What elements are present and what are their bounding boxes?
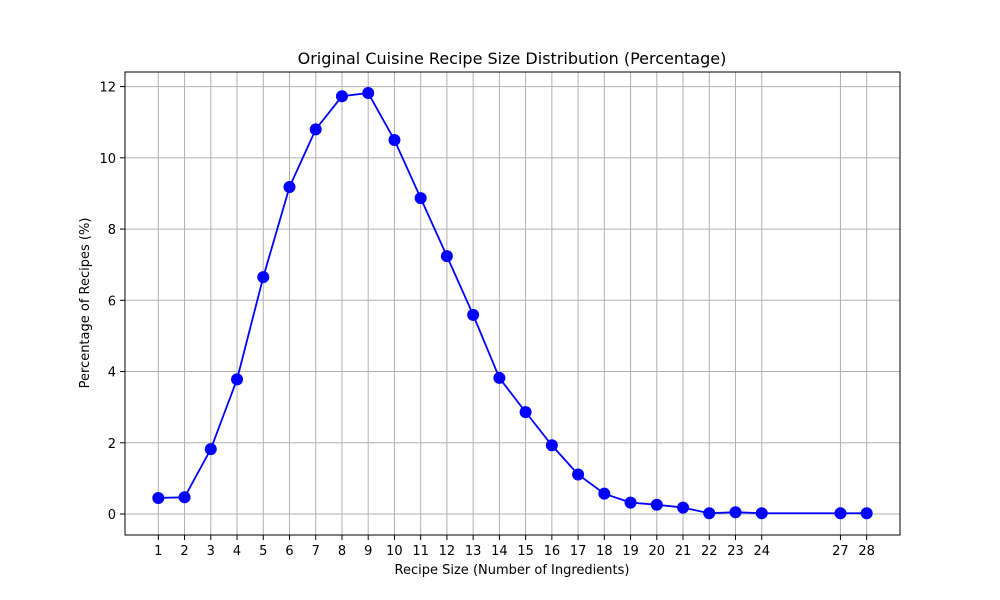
data-point [545, 439, 558, 452]
x-tick-label: 20 [649, 544, 666, 559]
x-tick-label: 10 [386, 544, 403, 559]
y-tick-label: 12 [99, 81, 116, 96]
data-point [860, 507, 873, 520]
data-point [388, 134, 401, 147]
y-tick-label: 10 [99, 152, 116, 167]
data-point [598, 487, 611, 500]
data-point [493, 371, 506, 384]
x-tick-label: 13 [465, 544, 482, 559]
x-tick-label: 6 [285, 544, 293, 559]
y-axis-ticks: 0 2 4 6 8 10 12 [99, 81, 125, 523]
y-axis-label: Percentage of Recipes (%) [78, 218, 93, 389]
x-tick-label: 23 [727, 544, 744, 559]
x-tick-label: 9 [364, 544, 372, 559]
data-point [414, 192, 427, 205]
y-tick-label: 2 [108, 437, 116, 452]
data-point [467, 308, 480, 321]
data-point [703, 507, 716, 520]
x-tick-label: 15 [517, 544, 534, 559]
data-point [231, 373, 244, 386]
x-tick-label: 24 [753, 544, 770, 559]
x-tick-label: 5 [259, 544, 267, 559]
data-point [178, 491, 191, 504]
x-tick-label: 28 [858, 544, 875, 559]
data-point [204, 443, 217, 456]
y-tick-label: 8 [108, 223, 116, 238]
axes-frame [124, 71, 901, 536]
x-axis-ticks: 1 2 3 4 5 6 7 8 9 10 11 12 13 14 15 16 17 18 19 20 21 22 23 24 2… [154, 535, 875, 559]
x-tick-label: 14 [491, 544, 508, 559]
data-point [519, 406, 532, 419]
x-tick-label: 17 [570, 544, 587, 559]
data-point [650, 498, 663, 511]
grid-lines [125, 72, 900, 535]
data-point [152, 491, 165, 504]
x-tick-label: 3 [207, 544, 215, 559]
data-point [755, 507, 768, 520]
chart-title: Original Cuisine Recipe Size Distributio… [298, 49, 727, 68]
y-tick-label: 0 [108, 508, 116, 523]
x-tick-label: 21 [675, 544, 692, 559]
x-tick-label: 27 [832, 544, 849, 559]
x-tick-label: 7 [312, 544, 320, 559]
x-axis-label: Recipe Size (Number of Ingredients) [395, 563, 630, 578]
data-point [729, 506, 742, 519]
x-tick-label: 18 [596, 544, 613, 559]
data-point [440, 250, 453, 263]
x-tick-label: 16 [544, 544, 561, 559]
data-point [572, 468, 585, 481]
x-tick-label: 1 [154, 544, 162, 559]
series-line [158, 92, 867, 515]
data-point [624, 496, 637, 509]
x-tick-label: 8 [338, 544, 346, 559]
x-tick-label: 19 [622, 544, 639, 559]
plot-area [124, 71, 901, 536]
series-layer [152, 87, 873, 520]
data-point [677, 501, 690, 514]
x-tick-label: 12 [439, 544, 456, 559]
data-point [834, 507, 847, 520]
data-point [257, 271, 270, 284]
x-tick-label: 11 [412, 544, 429, 559]
data-point [283, 181, 296, 194]
data-point [309, 123, 322, 136]
data-point [335, 90, 348, 103]
x-tick-label: 22 [701, 544, 718, 559]
x-tick-label: 4 [233, 544, 241, 559]
x-tick-label: 2 [180, 544, 188, 559]
y-tick-label: 4 [108, 366, 116, 381]
y-tick-label: 6 [108, 294, 116, 309]
data-point [362, 87, 375, 100]
